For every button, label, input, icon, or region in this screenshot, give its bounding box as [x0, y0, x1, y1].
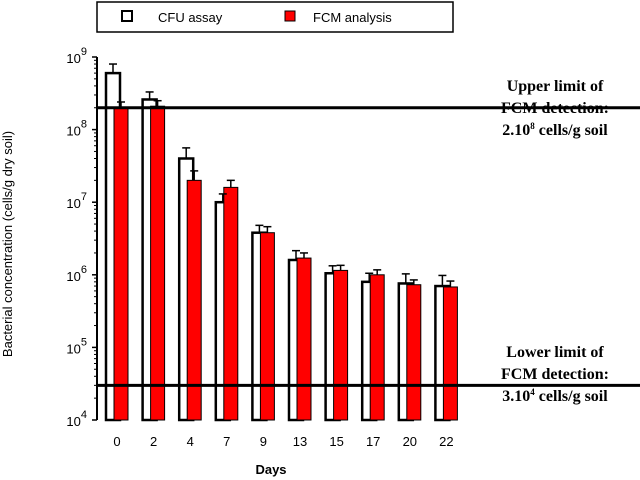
y-tick-label: 108 — [66, 119, 87, 139]
bars — [104, 71, 458, 422]
bar-fcm — [113, 107, 129, 421]
x-tick-label: 0 — [113, 434, 120, 449]
x-axis-title: Days — [255, 462, 286, 477]
error-bars — [109, 63, 455, 287]
x-tick-label: 9 — [260, 434, 267, 449]
reference-lines — [97, 106, 640, 387]
upper-limit-line1: Upper limit of — [506, 78, 604, 95]
y-tick-label: 106 — [66, 264, 87, 284]
y-axis — [92, 56, 98, 421]
x-tick-label: 20 — [403, 434, 417, 449]
bar-fcm — [333, 269, 349, 421]
x-tick-label: 15 — [329, 434, 343, 449]
lower-limit-annotation: Lower limit of FCM detection: 3.104 cell… — [470, 342, 640, 408]
bar-fcm — [442, 286, 458, 421]
y-tick-label: 105 — [66, 336, 87, 356]
x-tick-label: 22 — [439, 434, 453, 449]
x-tick-labels: 0 2 4 7 9 13 15 17 20 22 — [113, 434, 453, 449]
lower-limit-value: 3.104 cells/g soil — [502, 387, 608, 406]
upper-limit-value: 2.108 cells/g soil — [502, 121, 608, 140]
x-tick-label: 7 — [223, 434, 230, 449]
x-tick-label: 4 — [187, 434, 194, 449]
y-tick-label: 104 — [66, 409, 87, 429]
y-tick-labels: 104 105 106 107 108 109 — [66, 46, 87, 429]
legend-swatch-cfu — [121, 10, 133, 22]
x-tick-label: 13 — [293, 434, 307, 449]
lower-limit-line1: Lower limit of — [506, 344, 604, 361]
x-tick-label: 17 — [366, 434, 380, 449]
legend-swatch-fcm — [284, 10, 296, 22]
legend-label-cfu: CFU assay — [158, 10, 223, 25]
bar-fcm — [406, 284, 422, 421]
y-axis-title: Bacterial concentration (cells/g dry soi… — [0, 131, 15, 357]
bar-fcm — [259, 232, 275, 421]
bar-fcm — [150, 105, 166, 421]
y-tick-label: 109 — [66, 46, 87, 66]
legend: CFU assay FCM analysis — [96, 1, 454, 33]
legend-label-fcm: FCM analysis — [313, 10, 392, 25]
y-tick-label: 107 — [66, 191, 87, 211]
x-tick-label: 2 — [150, 434, 157, 449]
bar-fcm — [296, 257, 312, 421]
lower-limit-line2: FCM detection: — [501, 366, 609, 383]
upper-limit-line2: FCM detection: — [501, 100, 609, 117]
upper-limit-annotation: Upper limit of FCM detection: 2.108 cell… — [470, 76, 640, 142]
legend-box — [96, 1, 454, 33]
bar-fcm — [369, 274, 385, 421]
